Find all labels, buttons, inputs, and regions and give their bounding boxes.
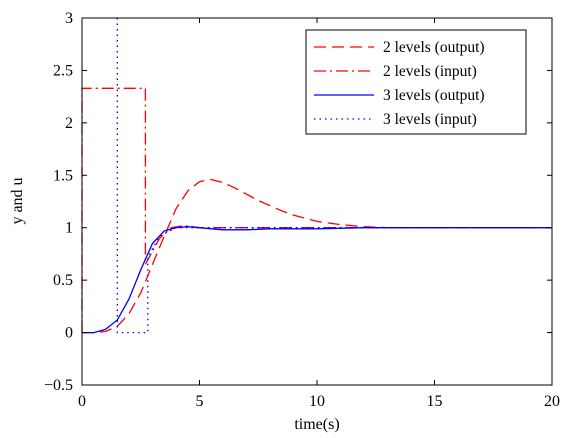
y-tick-label: 1 <box>65 220 73 237</box>
legend-label: 3 levels (output) <box>383 87 485 104</box>
y-tick-label: 2 <box>65 115 73 132</box>
series-layer <box>81 18 552 334</box>
y-tick-label: 1.5 <box>53 167 73 184</box>
legend: 2 levels (output) 2 levels (input) 3 level… <box>305 29 527 135</box>
legend-item: 3 levels (input) <box>314 111 477 128</box>
y-tick-label: 0.5 <box>53 272 73 289</box>
y-tick-label: −0.5 <box>44 377 73 394</box>
legend-label: 2 levels (input) <box>383 63 477 80</box>
legend-item: 2 levels (input) <box>314 63 477 80</box>
legend-item: 2 levels (output) <box>314 39 485 56</box>
x-tick-label: 5 <box>196 393 204 410</box>
y-axis-label: y and u <box>9 177 26 224</box>
legend-label: 3 levels (input) <box>383 111 477 128</box>
series-line-4 <box>116 18 552 334</box>
series-line-3 <box>82 226 552 334</box>
y-tick-label: 2.5 <box>53 62 73 79</box>
y-tick-label: 0 <box>65 325 73 342</box>
ticks-layer: 0 5 10 15 20 −0.5 0 0.5 1 1.5 2 2.5 3 <box>44 10 560 410</box>
legend-items: 2 levels (output) 2 levels (input) 3 level… <box>314 39 485 128</box>
x-axis-label: time(s) <box>294 416 339 433</box>
y-tick-label: 3 <box>65 10 73 27</box>
series-line-1 <box>82 178 552 334</box>
legend-label: 2 levels (output) <box>383 39 485 56</box>
x-tick-label: 10 <box>309 393 325 410</box>
x-tick-label: 0 <box>78 393 86 410</box>
x-tick-label: 15 <box>427 393 443 410</box>
x-tick-label: 20 <box>544 393 560 410</box>
legend-item: 3 levels (output) <box>314 87 485 104</box>
